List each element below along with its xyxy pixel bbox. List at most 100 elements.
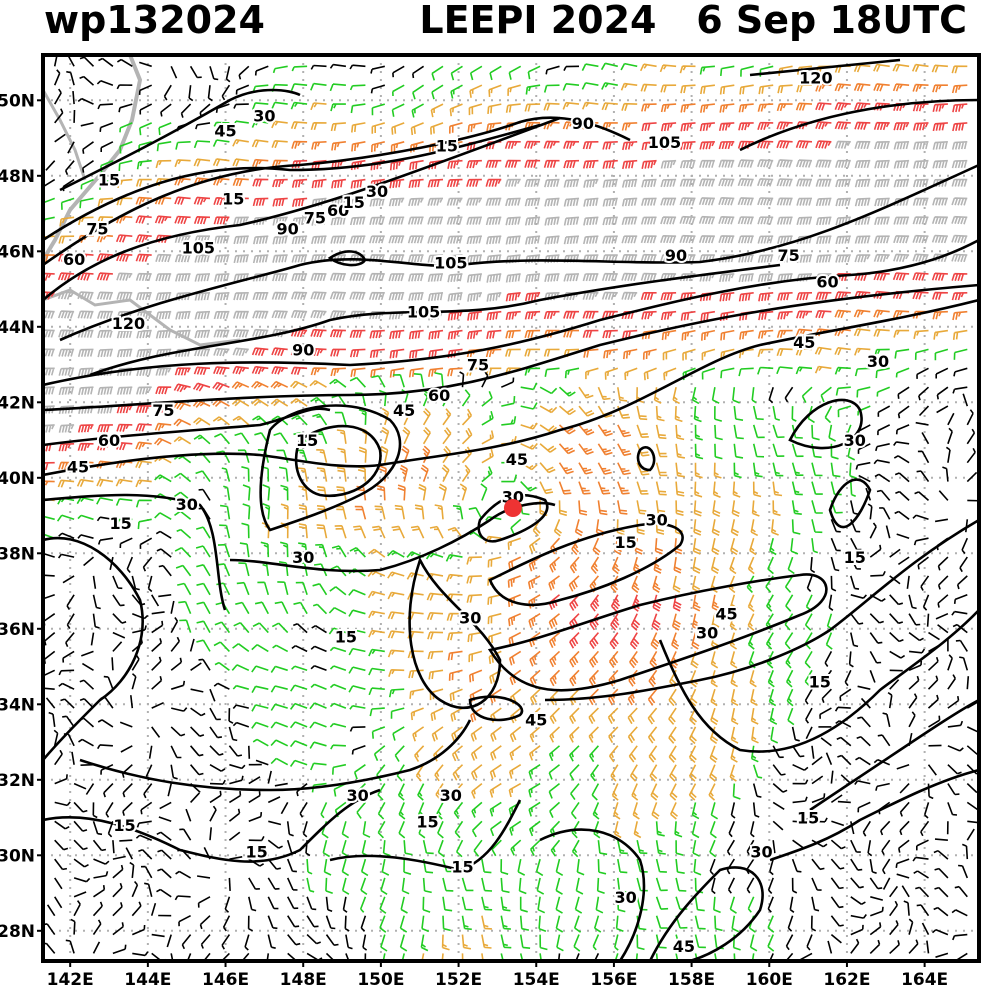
storm-id-title: wp132024 [44, 0, 265, 42]
wind-barb [251, 665, 269, 673]
wind-barb [660, 141, 677, 151]
wind-barb [248, 791, 261, 804]
wind-barb [214, 621, 231, 634]
wind-barb [349, 546, 366, 558]
wind-barb [655, 462, 668, 477]
wind-barb [403, 840, 413, 856]
contour-label: 90 [277, 220, 299, 239]
wind-barb [62, 715, 75, 728]
wind-barb [394, 745, 405, 762]
wind-barb [835, 159, 851, 168]
wind-barb [830, 933, 842, 944]
wind-barb [248, 877, 260, 890]
wind-barb [178, 914, 191, 927]
wind-barb [371, 122, 386, 134]
wind-barb [442, 427, 452, 445]
wind-barb [718, 235, 735, 244]
wind-barb [280, 484, 289, 501]
wind-barb [966, 471, 978, 483]
wind-barb [602, 141, 618, 150]
wind-barb [528, 631, 541, 648]
wind-barb [966, 447, 976, 464]
wind-barb [898, 839, 910, 853]
wind-barb [59, 216, 75, 227]
wind-barb [291, 235, 308, 245]
wind-barb [776, 121, 793, 130]
wind-barb [679, 234, 696, 244]
wind-barb [330, 216, 346, 226]
wind-barb [655, 915, 668, 929]
wind-barb [935, 612, 949, 620]
wind-barb [555, 877, 563, 895]
wind-barb [835, 273, 851, 282]
wind-barb [830, 519, 841, 533]
wind-barb [241, 952, 250, 961]
wind-barb [563, 310, 580, 319]
wind-barb [873, 83, 890, 92]
wind-barb [749, 537, 757, 556]
wind-barb [270, 703, 288, 711]
wind-barb [733, 443, 744, 459]
wind-barb [571, 537, 580, 556]
wind-barb [337, 447, 347, 463]
wind-barb [830, 770, 834, 784]
wind-barb [380, 445, 389, 463]
lon-label: 146E [202, 970, 249, 989]
wind-barb [544, 178, 560, 188]
wind-barb [159, 801, 172, 810]
wind-barb [466, 556, 482, 565]
contour-label: 30 [614, 888, 636, 907]
wind-barb [727, 877, 736, 894]
wind-barb [466, 254, 482, 264]
wind-barb [831, 820, 845, 827]
wind-barb [185, 808, 192, 822]
wind-barb [428, 329, 444, 340]
wind-barb [306, 877, 315, 893]
wind-barb [73, 891, 87, 898]
wind-barb [179, 619, 192, 633]
wind-barb [767, 915, 775, 933]
wind-barb [233, 103, 249, 109]
wind-barb [170, 726, 186, 737]
wind-barb [648, 669, 658, 688]
contour-label: 75 [304, 208, 326, 227]
wind-barb [875, 443, 890, 452]
wind-barb [271, 291, 288, 301]
wind-barb [589, 745, 599, 763]
wind-barb [487, 103, 502, 114]
wind-barb [524, 310, 541, 320]
wind-barb [792, 839, 804, 849]
wind-barb [508, 556, 522, 570]
wind-barb [151, 933, 165, 938]
wind-barb [459, 371, 465, 388]
wind-barb [453, 801, 464, 820]
wind-barb [155, 404, 172, 413]
wind-barb [220, 504, 231, 520]
wind-barb [850, 594, 867, 599]
wind-barb [519, 934, 531, 949]
wind-barb [155, 310, 172, 320]
wind-barb [699, 65, 715, 75]
wind-barb [720, 65, 735, 76]
wind-barb [583, 235, 599, 245]
wind-barb [720, 329, 735, 341]
wind-barb [699, 141, 715, 150]
wind-barb [912, 234, 929, 244]
wind-barb [209, 66, 219, 81]
wind-barb [481, 410, 494, 426]
wind-barb [680, 103, 696, 113]
wind-barb [430, 103, 444, 118]
wind-barb [569, 556, 580, 574]
wind-barb [749, 670, 757, 688]
wind-barb [622, 329, 638, 339]
wind-barb [615, 915, 624, 933]
wind-barb [680, 292, 696, 301]
contour-label: 15 [98, 171, 120, 190]
wind-barb [280, 802, 289, 815]
contour-label: 15 [113, 816, 135, 835]
wind-barb [766, 594, 774, 612]
wind-barb [255, 759, 269, 766]
wind-barb [752, 481, 762, 498]
wind-barb [617, 481, 630, 495]
wind-barb [869, 651, 882, 664]
